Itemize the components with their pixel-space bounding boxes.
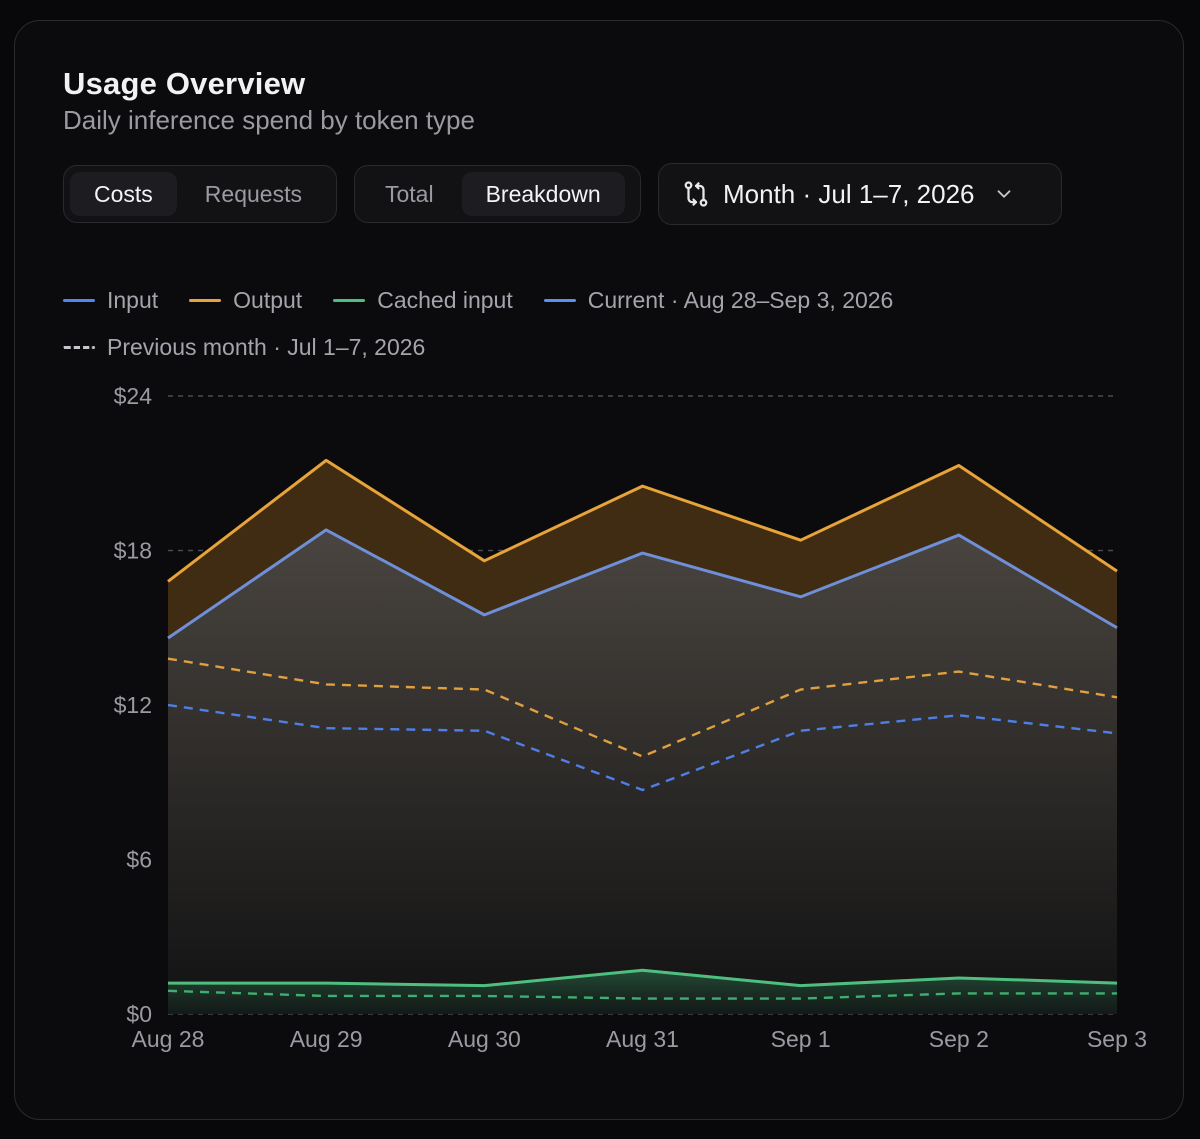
compare-arrows-icon (684, 181, 708, 207)
y-tick-label: $18 (114, 538, 152, 564)
legend-output-swatch (189, 298, 222, 302)
current-input-line (167, 528, 1118, 640)
total-tab[interactable]: Total (385, 180, 434, 207)
y-tick-label: $6 (126, 847, 152, 873)
y-tick-label: $24 (114, 383, 153, 409)
x-tick-label: Sep 2 (929, 1026, 989, 1052)
line-layer (167, 458, 1118, 1000)
legend-previous-swatch (63, 345, 95, 349)
x-tick-label: Aug 28 (132, 1026, 205, 1052)
legend-input: Input (63, 287, 158, 314)
x-tick-label: Sep 3 (1087, 1026, 1147, 1052)
chart-legend: Input Output Cached input Current · Aug … (63, 283, 1063, 377)
cached-input-area (168, 970, 1117, 1014)
compare-period-dropdown[interactable]: Month · Jul 1–7, 2026 (658, 163, 1062, 225)
legend-cached-swatch (333, 298, 366, 302)
page-title: Usage Overview (63, 66, 306, 101)
breakdown-tab[interactable]: Breakdown (461, 172, 625, 216)
area-layer (168, 460, 1117, 1014)
input-area (168, 529, 1117, 1014)
y-tick-label: $12 (114, 692, 152, 718)
y-axis: $0 $6 $12 $18 $24 (114, 383, 153, 1027)
legend-cached-input: Cached input (333, 287, 513, 314)
view-toggle: Total Breakdown (354, 165, 641, 223)
previous-output-line (167, 657, 1118, 758)
x-tick-label: Sep 1 (771, 1026, 831, 1052)
legend-current-swatch (543, 298, 576, 302)
legend-previous: Previous month · Jul 1–7, 2026 (63, 334, 425, 361)
current-cached-line (168, 968, 1118, 988)
y-tick-label: $0 (126, 1001, 152, 1027)
metric-toggle: Costs Requests (63, 165, 337, 223)
requests-tab[interactable]: Requests (204, 180, 302, 207)
legend-input-swatch (63, 298, 95, 302)
x-axis: Aug 28 Aug 29 Aug 30 Aug 31 Sep 1 Sep 2 Sep 3 (132, 1026, 1148, 1052)
x-tick-label: Aug 31 (606, 1026, 679, 1052)
page-subtitle: Daily inference spend by token type (63, 105, 475, 135)
x-tick-label: Aug 29 (290, 1026, 363, 1052)
x-tick-label: Aug 30 (448, 1026, 521, 1052)
previous-input-line (167, 703, 1118, 792)
costs-tab[interactable]: Costs (70, 172, 177, 216)
current-output-line (167, 458, 1118, 583)
compare-period-label: Month · Jul 1–7, 2026 (723, 178, 975, 209)
legend-current: Current · Aug 28–Sep 3, 2026 (543, 287, 893, 314)
legend-output: Output (189, 287, 302, 314)
chevron-down-icon (997, 190, 1010, 198)
previous-cached-line (167, 989, 1117, 1000)
output-area (168, 460, 1117, 639)
